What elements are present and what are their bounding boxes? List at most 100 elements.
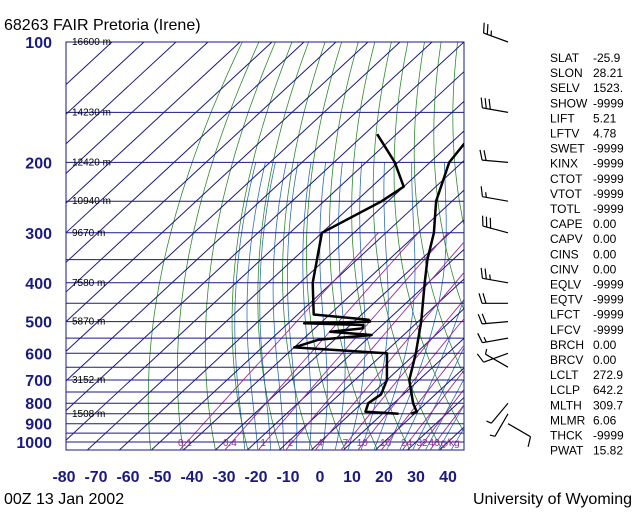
moist-adiabat-line: [386, 162, 447, 450]
moist-adiabat-line: [234, 162, 257, 450]
wind-barb-staff: [482, 196, 509, 202]
index-name: CTOT: [550, 172, 583, 186]
pressure-tick-label: 800: [25, 396, 52, 413]
wind-barb: [479, 149, 509, 163]
index-name: LFTV: [550, 127, 579, 141]
mixing-ratio-label: 24: [401, 438, 413, 449]
index-name: BRCH: [550, 338, 584, 352]
mixing-ratio-line: [340, 299, 464, 450]
isotherm-line: [182, 189, 464, 450]
index-name: VTOT: [550, 187, 582, 201]
wind-barb-flag: [477, 333, 483, 343]
mixing-ratio-line: [417, 388, 464, 450]
wind-barb-staff: [490, 402, 509, 424]
index-value: 6.06: [593, 413, 617, 427]
wind-barb-staff: [482, 225, 509, 234]
dry-adiabat-line: [413, 42, 464, 376]
pressure-tick-label: 900: [25, 417, 52, 434]
wind-barb-flag: [527, 436, 532, 448]
moist-adiabat-line: [373, 162, 416, 450]
height-label: 12420 m: [72, 157, 111, 168]
index-value: 0.00: [593, 353, 617, 367]
wind-barb-staff: [507, 423, 531, 438]
index-value: 5.21: [593, 111, 617, 125]
wind-barb: [477, 333, 509, 344]
index-value: 0.00: [593, 247, 617, 261]
index-value: -9999: [593, 323, 624, 337]
mixing-ratio-line: [401, 369, 464, 450]
moist-adiabat-line: [319, 162, 328, 450]
index-name: SWET: [550, 142, 585, 156]
index-value: -9999: [593, 172, 624, 186]
isotherm-line: [66, 42, 305, 264]
pressure-tick-label: 700: [25, 373, 52, 390]
index-value: -9999: [593, 96, 624, 110]
mixing-ratio-line: [314, 271, 464, 450]
moist-adiabat-line: [246, 162, 266, 450]
mixing-ratio-label: 0.1: [178, 438, 192, 449]
temperature-tick-label: -10: [276, 469, 299, 486]
isotherm-line: [86, 100, 464, 450]
isotherm-line: [66, 42, 145, 115]
index-name: CAPE: [550, 217, 583, 231]
index-value: 28.21: [593, 66, 623, 80]
temperature-tick-label: 0: [316, 469, 325, 486]
pressure-tick-label: 100: [25, 35, 52, 52]
index-value: 0.00: [593, 232, 617, 246]
temperature-tick-label: -30: [212, 469, 235, 486]
index-value: -9999: [593, 142, 624, 156]
wind-barb: [476, 352, 509, 363]
index-value: 0.00: [593, 338, 617, 352]
moist-adiabats: [234, 162, 464, 450]
moist-adiabat-line: [259, 162, 276, 450]
mixing-ratio-line: [285, 241, 464, 450]
index-name: BRCV: [550, 353, 583, 367]
moist-adiabat-line: [412, 346, 464, 450]
chart-source: University of Wyoming: [473, 491, 632, 508]
temperature-tick-label: -20: [244, 469, 267, 486]
isotherm-line: [66, 42, 241, 204]
index-name: EQLV: [550, 278, 581, 292]
isotherm-line: [118, 130, 464, 450]
index-value: -9999: [593, 429, 624, 443]
wind-barb-staff: [482, 107, 509, 113]
isotherm-line: [66, 42, 401, 352]
moist-adiabat-line: [424, 378, 464, 450]
index-value: 1523.: [593, 81, 623, 95]
wind-barb-flag: [477, 313, 483, 325]
temperature-tick-label: -80: [52, 469, 75, 486]
isotherm-line: [66, 42, 433, 382]
wind-barb-half-flag: [489, 274, 491, 280]
mixing-ratio-line: [224, 232, 419, 450]
index-name: SLAT: [550, 51, 580, 65]
height-label: 7580 m: [72, 278, 105, 289]
index-value: -9999: [593, 308, 624, 322]
isotherm-line: [66, 42, 273, 234]
mixing-ratio-line: [429, 403, 464, 450]
index-value: -9999: [593, 202, 624, 216]
wind-barb-half-flag: [485, 192, 487, 198]
mixing-ratio-label: 32: [416, 438, 428, 449]
index-name: SHOW: [550, 96, 588, 110]
wind-barb-flag: [480, 97, 483, 108]
pressure-tick-label: 200: [25, 155, 52, 172]
stability-indices: SLAT -25.9 SLON 28.21 SELV 1523. SHOW -9999 LIFT…: [550, 51, 624, 458]
mixing-ratio-label: g/kg: [441, 438, 460, 449]
temperature-tick-label: -60: [116, 469, 139, 486]
mixing-ratio-label: 7: [343, 438, 349, 449]
wind-barb-flag: [484, 268, 487, 280]
mixing-ratio-label: 16: [380, 438, 392, 449]
profile-lines: [292, 133, 464, 416]
index-value: -25.9: [593, 51, 621, 65]
index-name: PWAT: [550, 444, 584, 458]
dry-adiabat-line: [623, 42, 640, 452]
isotherm-line: [150, 159, 464, 450]
wind-barb: [480, 186, 509, 202]
wind-barb-flag: [483, 150, 487, 161]
index-name: SELV: [550, 81, 580, 95]
height-label: 1508 m: [72, 409, 105, 420]
isobars: [66, 41, 464, 443]
wind-barb: [478, 293, 508, 304]
